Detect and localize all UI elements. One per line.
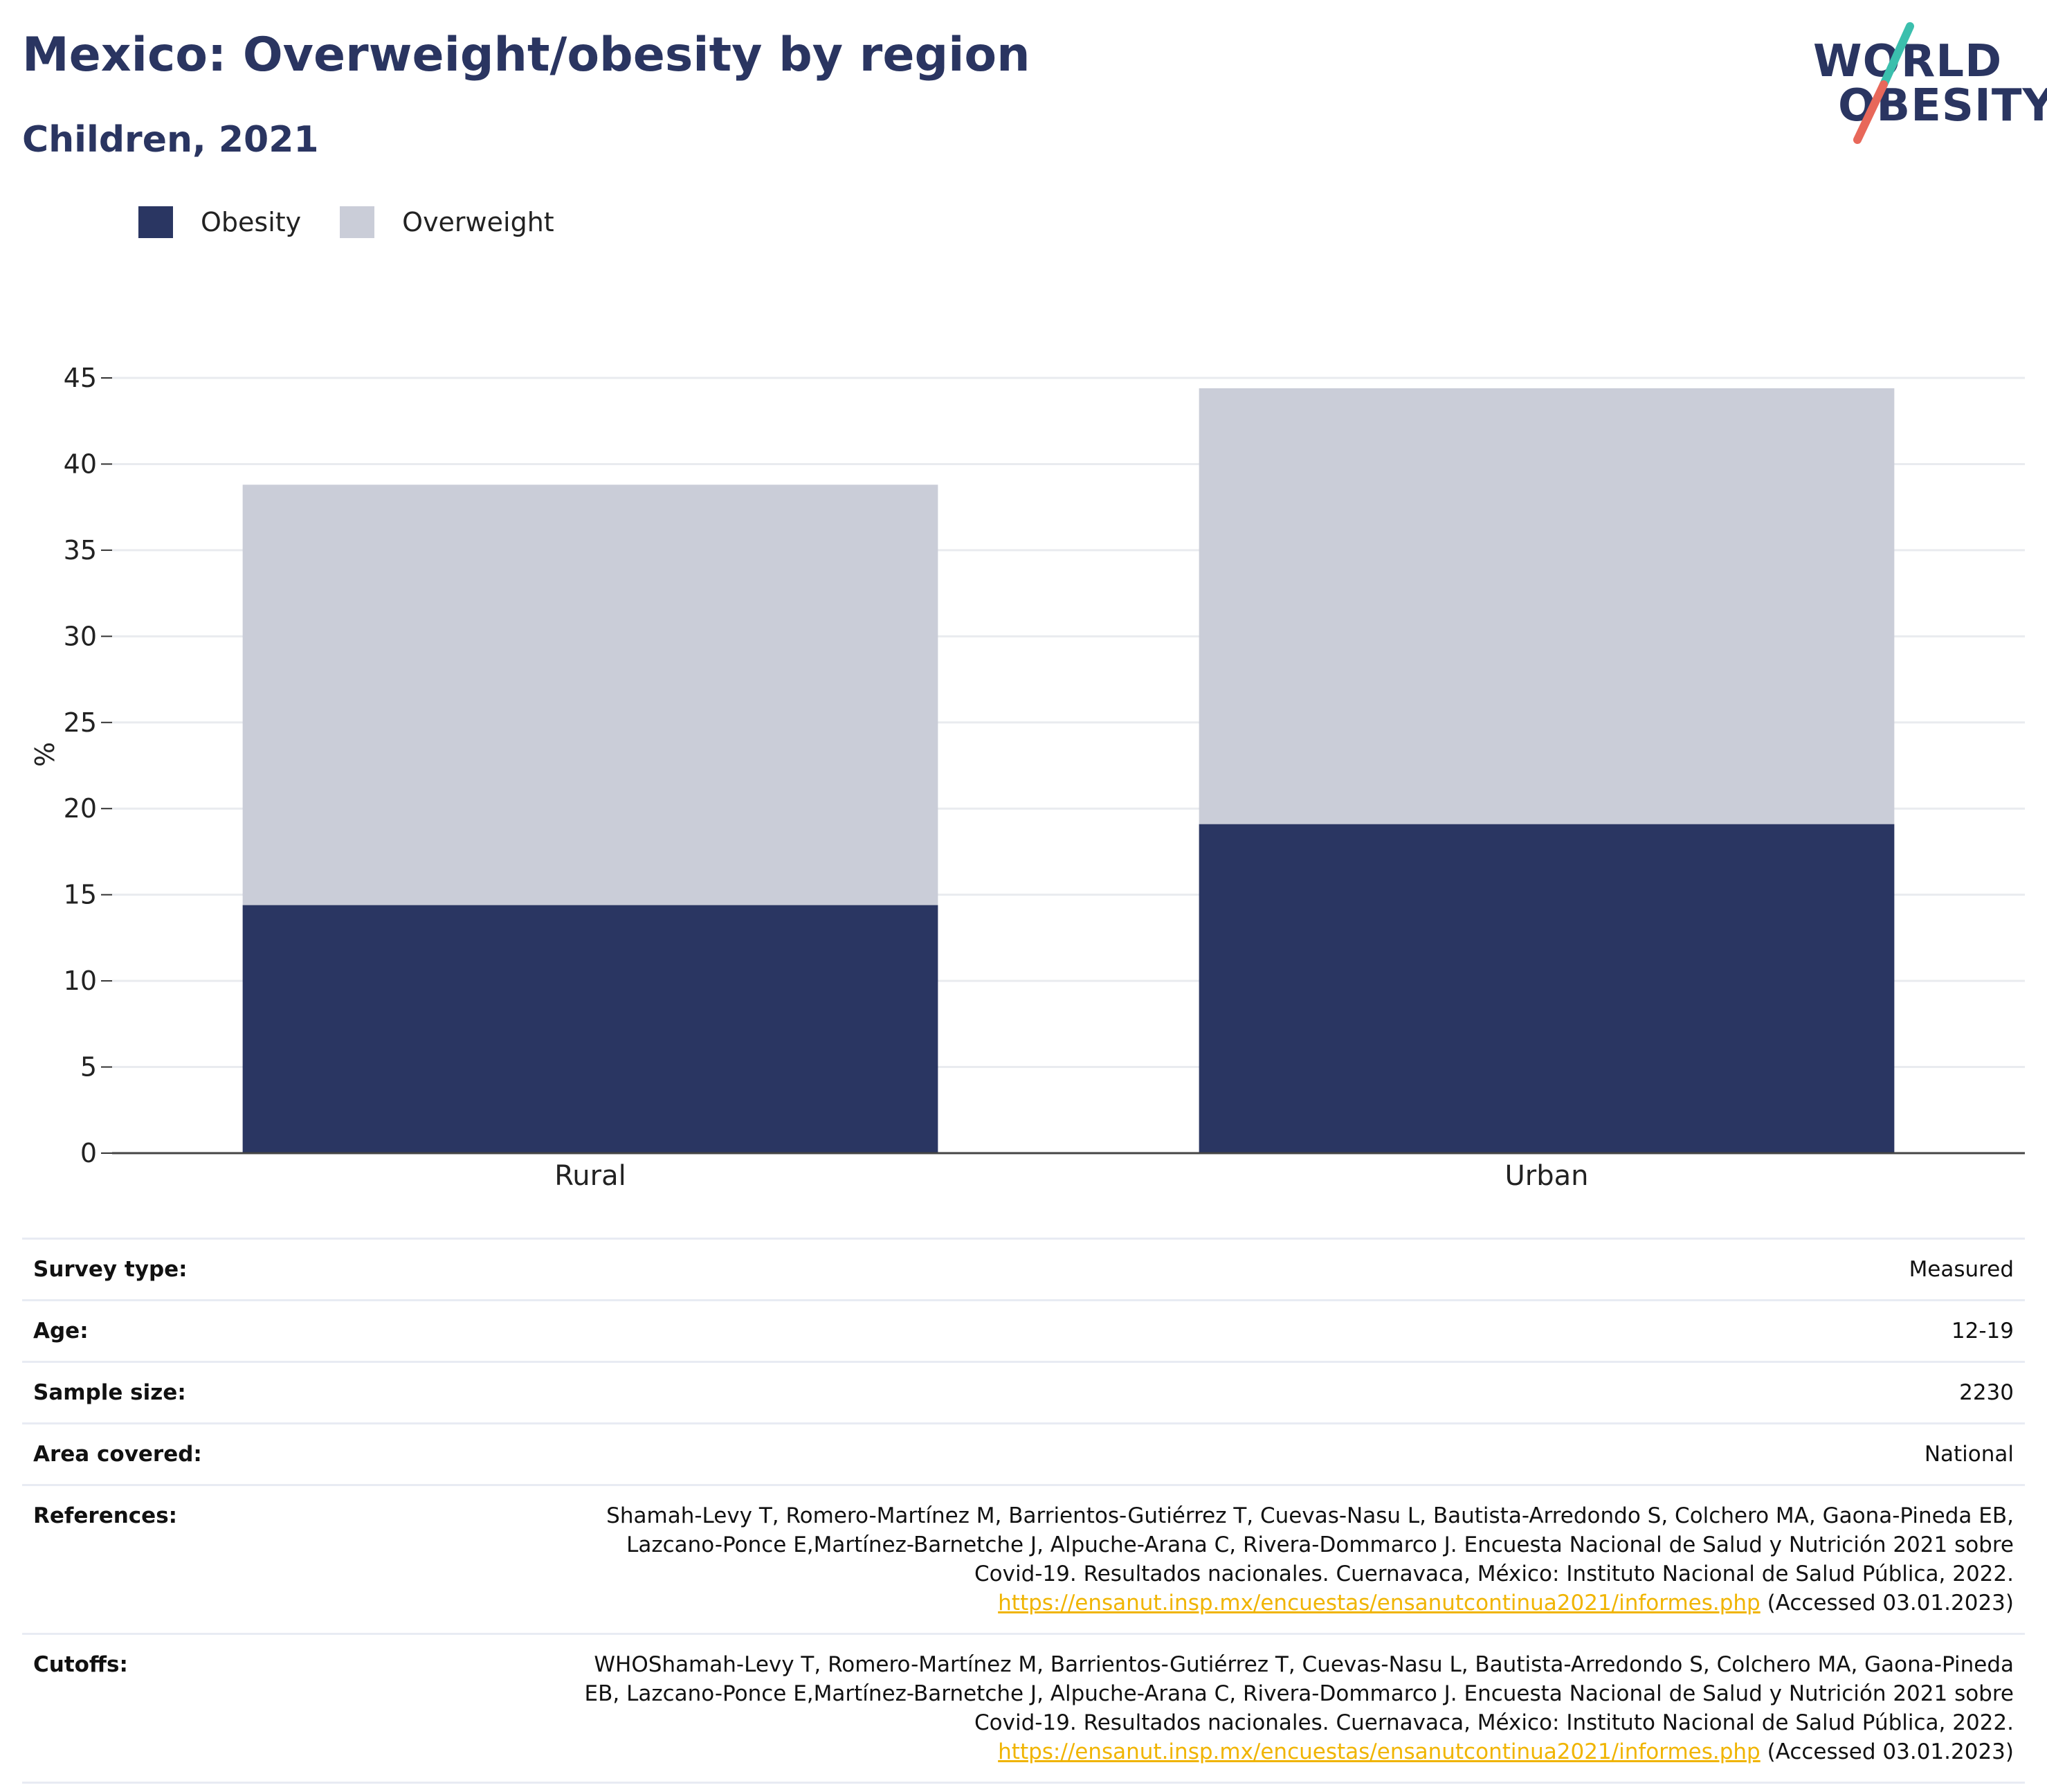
- bars: [242, 388, 1895, 1153]
- y-tick-label: 30: [64, 621, 97, 651]
- meta-label: Age:: [33, 1319, 89, 1343]
- meta-row-age: Age: 12-19: [22, 1299, 2025, 1361]
- y-tick-label: 15: [64, 880, 97, 910]
- legend-label-overweight: Overweight: [402, 207, 554, 237]
- bar-overweight-rural: [242, 485, 938, 905]
- meta-row-references: References: Shamah-Levy T, Romero-Martín…: [22, 1484, 2025, 1633]
- reference-line: Covid-19. Resultados nacionales. Cuernav…: [974, 1562, 2014, 1586]
- meta-value: Measured: [1909, 1257, 2014, 1282]
- y-tick-label: 35: [64, 535, 97, 565]
- cutoffs-link[interactable]: https://ensanut.insp.mx/encuestas/ensanu…: [998, 1739, 1761, 1764]
- y-axis-label: %: [30, 742, 60, 767]
- reference-accessed: (Accessed 03.01.2023): [1760, 1591, 2014, 1615]
- reference-link[interactable]: https://ensanut.insp.mx/encuestas/ensanu…: [998, 1591, 1761, 1615]
- meta-row-cutoffs: Cutoffs: WHOShamah-Levy T, Romero-Martín…: [22, 1633, 2025, 1784]
- meta-value-references: Shamah-Levy T, Romero-Martínez M, Barrie…: [606, 1501, 2014, 1618]
- y-tick-label: 25: [64, 707, 97, 738]
- bar-obesity-rural: [242, 905, 938, 1153]
- legend-label-obesity: Obesity: [201, 207, 302, 237]
- meta-row-survey-type: Survey type: Measured: [22, 1238, 2025, 1299]
- meta-value: 2230: [1959, 1380, 2014, 1405]
- cutoffs-line: Covid-19. Resultados nacionales. Cuernav…: [974, 1710, 2014, 1735]
- meta-label: Sample size:: [33, 1380, 186, 1405]
- y-tick-label: 40: [64, 449, 97, 479]
- y-tick-label: 0: [80, 1138, 97, 1168]
- world-obesity-logo: WORLD OBESITY: [1799, 21, 2047, 145]
- meta-value: National: [1924, 1442, 2014, 1467]
- meta-row-sample-size: Sample size: 2230: [22, 1361, 2025, 1422]
- survey-metadata-table: Survey type: Measured Age: 12-19 Sample …: [22, 1238, 2025, 1784]
- bar-chart: 0 5 10 15 20 25 30 35 40 45 Rural Urban %: [30, 363, 2025, 1192]
- meta-value: 12-19: [1951, 1319, 2014, 1343]
- legend-swatch-obesity: [138, 206, 173, 238]
- x-tick-label: Urban: [1505, 1160, 1589, 1192]
- bar-obesity-urban: [1199, 824, 1895, 1153]
- chart-title: Mexico: Overweight/obesity by region: [22, 28, 1030, 82]
- logo-line-1: WORLD: [1813, 36, 2003, 87]
- axes: 0 5 10 15 20 25 30 35 40 45 Rural Urban: [64, 363, 2025, 1192]
- bar-overweight-urban: [1199, 388, 1895, 824]
- meta-label: Survey type:: [33, 1257, 188, 1282]
- chart-subtitle: Children, 2021: [22, 119, 319, 161]
- reference-line: Shamah-Levy T, Romero-Martínez M, Barrie…: [606, 1503, 2014, 1528]
- chart-legend: Obesity Overweight: [138, 205, 593, 239]
- cutoffs-line: EB, Lazcano-Ponce E,Martínez-Barnetche J…: [584, 1681, 2014, 1706]
- legend-item-obesity[interactable]: Obesity: [138, 206, 301, 238]
- legend-swatch-overweight: [340, 206, 375, 238]
- x-tick-label: Rural: [554, 1160, 626, 1192]
- meta-row-area-covered: Area covered: National: [22, 1422, 2025, 1484]
- y-tick-label: 45: [64, 363, 97, 393]
- reference-line: Lazcano-Ponce E,Martínez-Barnetche J, Al…: [626, 1532, 2014, 1557]
- cutoffs-line: WHOShamah-Levy T, Romero-Martínez M, Bar…: [594, 1652, 2014, 1677]
- meta-label: Area covered:: [33, 1442, 202, 1467]
- logo-slash-icon: [1853, 22, 1914, 144]
- y-tick-label: 20: [64, 793, 97, 824]
- cutoffs-accessed: (Accessed 03.01.2023): [1760, 1739, 2014, 1764]
- meta-label: References:: [33, 1503, 178, 1528]
- meta-value-cutoffs: WHOShamah-Levy T, Romero-Martínez M, Bar…: [585, 1650, 2014, 1766]
- y-tick-label: 5: [80, 1052, 97, 1083]
- legend-item-overweight[interactable]: Overweight: [340, 206, 554, 238]
- y-tick-label: 10: [64, 966, 97, 996]
- meta-label: Cutoffs:: [33, 1652, 128, 1677]
